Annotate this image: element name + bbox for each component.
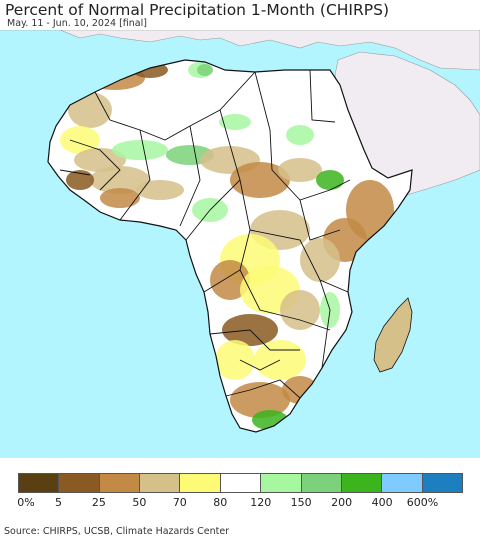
legend-tick-label: 5	[54, 496, 62, 509]
legend-tick-label: 400	[371, 496, 393, 509]
legend-swatch	[19, 474, 60, 492]
precip-patch	[219, 114, 251, 130]
legend-tick-label: 200	[331, 496, 353, 509]
country-border	[254, 71, 273, 171]
precip-patch	[68, 92, 112, 128]
map-title: Percent of Normal Precipitation 1-Month …	[5, 1, 389, 19]
precip-patch	[316, 170, 344, 190]
precip-patch	[215, 340, 255, 380]
legend-tick-label: 120	[250, 496, 272, 509]
precip-patch	[286, 125, 314, 145]
legend-swatch	[59, 474, 100, 492]
country-border	[309, 69, 336, 123]
country-border	[59, 169, 91, 176]
precip-patch	[100, 188, 140, 208]
legend-tick-label: 0%	[17, 496, 35, 509]
country-border	[69, 139, 121, 191]
legend-swatch	[261, 474, 302, 492]
legend-labels: 0% 5 25 50 70 80 120 150 200 400 600%	[0, 496, 480, 510]
legend-swatch	[140, 474, 181, 492]
precip-patch	[197, 64, 213, 76]
country-border	[179, 125, 201, 227]
country-border	[319, 279, 331, 369]
precip-patch	[300, 238, 340, 282]
europe-landmass	[0, 30, 480, 71]
precip-patch	[74, 148, 126, 172]
legend-tick-label: 25	[91, 496, 106, 509]
legend-color-bar	[18, 473, 463, 493]
legend-swatch	[180, 474, 221, 492]
date-range: May. 11 - Jun. 10, 2024 [final]	[7, 18, 147, 29]
country-borders	[59, 69, 351, 399]
legend-swatch	[422, 474, 462, 492]
country-border	[209, 329, 300, 351]
legend-tick-label: 70	[172, 496, 187, 509]
legend-tick-label: 150	[290, 496, 312, 509]
precipitation-map	[0, 30, 480, 458]
africa-coastline	[47, 59, 413, 433]
legend-tick-label: 80	[213, 496, 228, 509]
country-border	[203, 179, 251, 293]
legend-tick-label: 50	[132, 496, 147, 509]
legend-swatch	[99, 474, 141, 492]
country-border	[119, 129, 151, 221]
country-border	[239, 359, 281, 371]
legend-swatch	[382, 474, 423, 492]
country-border	[271, 169, 351, 201]
precip-patch	[278, 158, 322, 182]
madagascar	[373, 297, 413, 373]
precip-patch	[280, 290, 320, 330]
source-credit: Source: CHIRPS, UCSB, Climate Hazards Ce…	[4, 526, 230, 537]
legend-tick-label: 600%	[406, 496, 439, 509]
country-border	[239, 269, 331, 331]
precip-patch	[136, 180, 184, 200]
precip-patch	[90, 166, 150, 194]
country-border	[225, 379, 301, 399]
legend-swatch	[220, 474, 262, 492]
legend-swatch	[301, 474, 342, 492]
country-border	[249, 229, 349, 293]
legend-swatch	[341, 474, 383, 492]
precip-patch	[230, 162, 290, 198]
precip-patch	[66, 170, 94, 190]
country-border	[185, 109, 241, 241]
country-border	[299, 199, 341, 241]
precip-patch	[112, 140, 168, 160]
